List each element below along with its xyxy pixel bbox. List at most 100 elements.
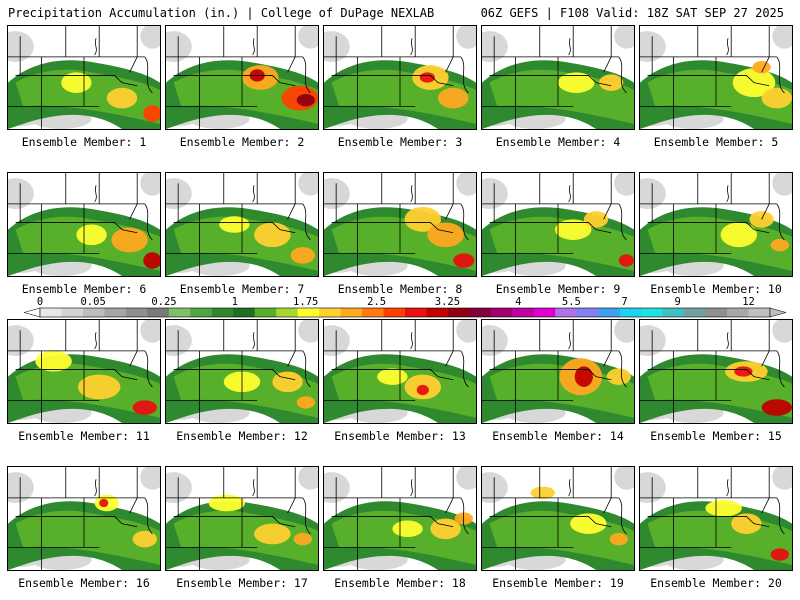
precip-map — [482, 467, 634, 570]
ensemble-member-label: Ensemble Member: 6 — [21, 282, 147, 296]
precip-map — [640, 173, 792, 276]
colorbar-swatch — [662, 308, 685, 317]
precip-map — [640, 467, 792, 570]
colorbar-tick-label: 0 — [37, 296, 43, 308]
colorbar-swatch — [319, 308, 341, 317]
ensemble-member-label: Ensemble Member: 20 — [650, 576, 782, 590]
precip-map — [324, 467, 476, 570]
precip-map — [8, 26, 160, 129]
colorbar-swatch — [576, 308, 599, 317]
ensemble-member-label: Ensemble Member: 13 — [334, 429, 466, 443]
ensemble-member-label: Ensemble Member: 4 — [495, 135, 621, 149]
ensemble-member-label: Ensemble Member: 19 — [492, 576, 624, 590]
colorbar-swatch — [405, 308, 427, 317]
ensemble-member-label: Ensemble Member: 3 — [337, 135, 463, 149]
model-run-info: 06Z GEFS | F108 Valid: 18Z SAT SEP 27 20… — [480, 6, 784, 20]
colorbar-tick-label: 9 — [675, 296, 681, 308]
ensemble-member-label: Ensemble Member: 10 — [650, 282, 782, 296]
colorbar-swatch — [469, 308, 492, 317]
ensemble-member-label: Ensemble Member: 11 — [18, 429, 150, 443]
colorbar-swatch — [748, 308, 771, 317]
ensemble-member-label: Ensemble Member: 15 — [650, 429, 782, 443]
ensemble-member-label: Ensemble Member: 16 — [18, 576, 150, 590]
colorbar-swatch — [383, 308, 406, 317]
colorbar-swatch — [641, 308, 664, 317]
colorbar-swatch — [168, 308, 191, 317]
colorbar-swatch — [447, 308, 470, 317]
colorbar-tick-label: 7 — [621, 296, 627, 308]
ensemble-member-label: Ensemble Member: 5 — [653, 135, 779, 149]
ensemble-member-map — [7, 319, 161, 424]
ensemble-member-map — [481, 466, 635, 571]
ensemble-member-label: Ensemble Member: 17 — [176, 576, 308, 590]
colorbar-swatch — [40, 308, 62, 317]
ensemble-member-label: Ensemble Member: 7 — [179, 282, 305, 296]
precip-map — [482, 320, 634, 423]
colorbar-tick-label: 12 — [742, 296, 755, 308]
colorbar-swatch — [340, 308, 363, 317]
colorbar-tick-label: 0.05 — [80, 296, 105, 308]
colorbar-swatch — [705, 308, 728, 317]
precip-map — [640, 320, 792, 423]
ensemble-member-map — [7, 25, 161, 130]
colorbar-tick-label: 2.5 — [367, 296, 386, 308]
ensemble-member-map — [481, 319, 635, 424]
ensemble-member-map — [323, 319, 477, 424]
ensemble-member-map — [7, 172, 161, 277]
colorbar-tick-label: 4 — [515, 296, 521, 308]
ensemble-member-map — [323, 25, 477, 130]
colorbar-tick-label: 0.25 — [151, 296, 176, 308]
precip-map — [324, 26, 476, 129]
ensemble-member-label: Ensemble Member: 8 — [337, 282, 463, 296]
colorbar-swatch — [211, 308, 234, 317]
precip-map — [482, 26, 634, 129]
precip-map — [166, 26, 318, 129]
ensemble-member-map — [165, 25, 319, 130]
colorbar-swatch — [190, 308, 213, 317]
ensemble-member-map — [639, 466, 793, 571]
ensemble-member-map — [639, 25, 793, 130]
ensemble-member-map — [639, 319, 793, 424]
precip-map — [166, 173, 318, 276]
colorbar-tick-label: 5.5 — [562, 296, 581, 308]
colorbar-swatch — [125, 308, 148, 317]
precip-map — [324, 320, 476, 423]
colorbar-swatch — [727, 308, 749, 317]
ensemble-member-map — [481, 172, 635, 277]
colorbar-swatch — [233, 308, 256, 317]
colorbar-legend: 0 0.05 0.25 1 1.75 2.5 3.25 4 5.5 7 9 12 — [24, 296, 786, 318]
precip-map — [482, 173, 634, 276]
ensemble-member-map — [165, 172, 319, 277]
colorbar-swatch — [82, 308, 105, 317]
colorbar-swatch — [297, 308, 320, 317]
precip-map — [640, 26, 792, 129]
precip-map — [8, 467, 160, 570]
ensemble-member-map — [165, 319, 319, 424]
colorbar-swatch — [684, 308, 706, 317]
ensemble-member-map — [639, 172, 793, 277]
ensemble-member-label: Ensemble Member: 9 — [495, 282, 621, 296]
precip-map — [166, 467, 318, 570]
page-title: Precipitation Accumulation (in.) | Colle… — [8, 6, 435, 20]
ensemble-member-map — [323, 172, 477, 277]
colorbar-swatch — [555, 308, 578, 317]
colorbar-swatch — [104, 308, 127, 317]
ensemble-member-map — [481, 25, 635, 130]
colorbar-swatch — [512, 308, 535, 317]
ensemble-member-map — [323, 466, 477, 571]
colorbar-swatch — [619, 308, 642, 317]
ensemble-member-label: Ensemble Member: 2 — [179, 135, 305, 149]
colorbar-swatch — [147, 308, 170, 317]
colorbar-swatch — [362, 308, 384, 317]
colorbar-swatch — [598, 308, 621, 317]
precip-map — [324, 173, 476, 276]
colorbar-swatch — [61, 308, 84, 317]
ensemble-member-label: Ensemble Member: 14 — [492, 429, 624, 443]
colorbar-swatch — [276, 308, 299, 317]
colorbar-swatch — [426, 308, 449, 317]
colorbar-tick-label: 1 — [232, 296, 238, 308]
colorbar-swatch — [490, 308, 513, 317]
colorbar-swatch — [254, 308, 277, 317]
ensemble-member-label: Ensemble Member: 18 — [334, 576, 466, 590]
precip-map — [166, 320, 318, 423]
